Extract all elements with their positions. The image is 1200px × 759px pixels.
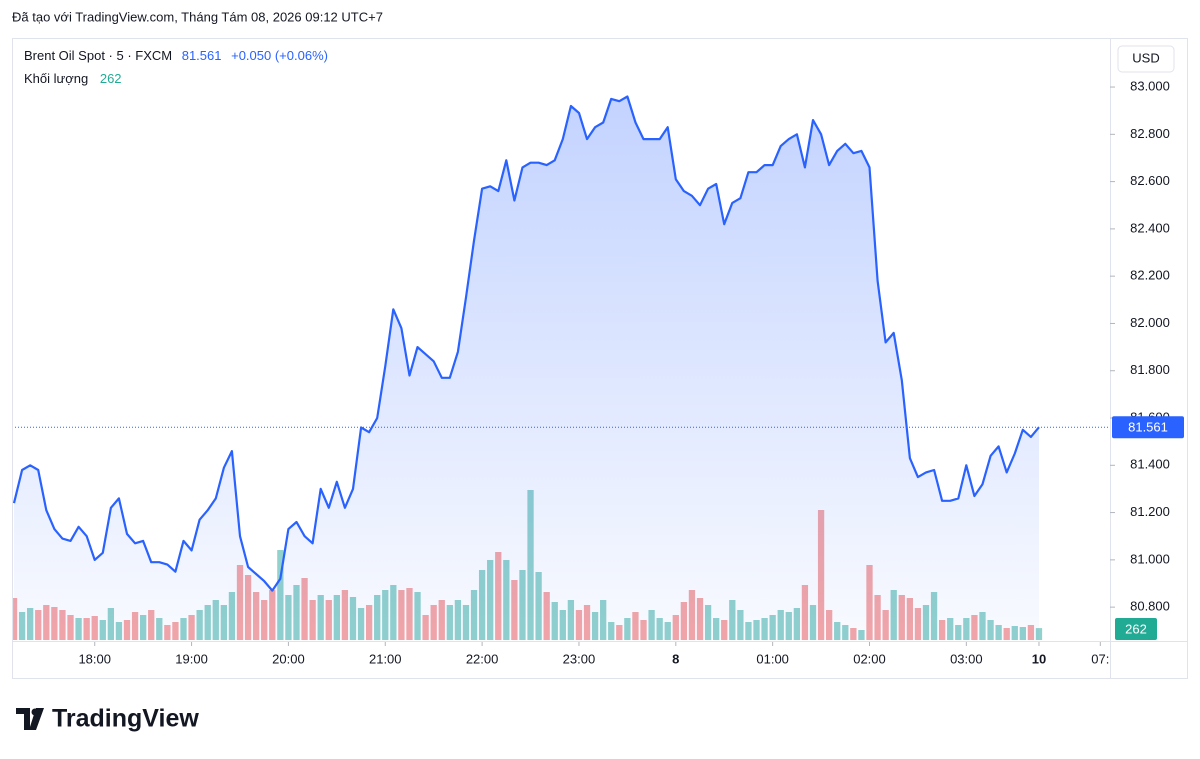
y-tick-label: 82.800	[1130, 126, 1170, 141]
x-tick-label: 02:00	[853, 651, 886, 666]
last-price: 81.561	[182, 48, 222, 63]
x-tick-label: 23:00	[563, 651, 596, 666]
x-tick-label: 19:00	[175, 651, 208, 666]
chart-frame	[12, 38, 1188, 679]
logo-dot	[31, 708, 39, 716]
price-area	[14, 96, 1039, 640]
last-price-box	[1112, 416, 1184, 439]
x-tick-label: 07:	[1091, 651, 1109, 666]
currency[interactable]: USD	[1132, 50, 1159, 65]
plot	[13, 95, 1110, 640]
y-tick-label: 82.400	[1130, 220, 1170, 235]
x-tick-label: 8	[672, 651, 679, 666]
y-tick-label: 81.400	[1130, 457, 1170, 472]
axes: 80.80081.00081.20081.40081.60081.80082.0…	[1110, 78, 1184, 640]
volume-legend: Khối lượng 262	[24, 71, 122, 86]
y-tick-label: 81.200	[1130, 504, 1170, 519]
last-volume-box	[1115, 618, 1157, 640]
x-tick-label: 21:00	[369, 651, 402, 666]
x-tick-label: 20:00	[272, 651, 305, 666]
price-change: +0.050 (+0.06%)	[231, 48, 328, 63]
y-tick-label: 83.000	[1130, 78, 1170, 93]
x-tick-label: 18:00	[78, 651, 111, 666]
y-tick-label: 81.800	[1130, 362, 1170, 377]
volume-title: Khối lượng	[24, 71, 88, 86]
y-tick-label: 80.800	[1130, 599, 1170, 614]
y-tick-label: 82.600	[1130, 173, 1170, 188]
logo: TradingView	[16, 705, 199, 733]
credit: Đã tạo với TradingView.com, Tháng Tám 08…	[12, 9, 383, 24]
last-price-label: 81.561	[1128, 420, 1168, 435]
time-axis: 18:00 19:00 20:00 21:00 22:00 23:00 8 01:00 02:0…	[78, 642, 1109, 666]
x-tick-label: 22:00	[466, 651, 499, 666]
y-tick-label: 82.000	[1130, 315, 1170, 330]
price-line	[13, 95, 1040, 592]
logo-text: TradingView	[52, 705, 199, 733]
last-volume-label: 262	[1125, 621, 1147, 636]
y-tick-label: 82.200	[1130, 268, 1170, 283]
y-tick-label: 81.000	[1130, 551, 1170, 566]
legend: Brent Oil Spot · 5 · FXCM 81.561 +0.050 …	[24, 48, 328, 63]
logo-icon	[16, 708, 44, 730]
symbol-title: Brent Oil Spot · 5 · FXCM	[24, 48, 172, 63]
x-tick-label: 03:00	[950, 651, 983, 666]
x-tick-label: 01:00	[756, 651, 789, 666]
volume-last: 262	[100, 71, 122, 86]
currency-box[interactable]	[1117, 45, 1175, 73]
x-tick-label: 10	[1032, 651, 1046, 666]
